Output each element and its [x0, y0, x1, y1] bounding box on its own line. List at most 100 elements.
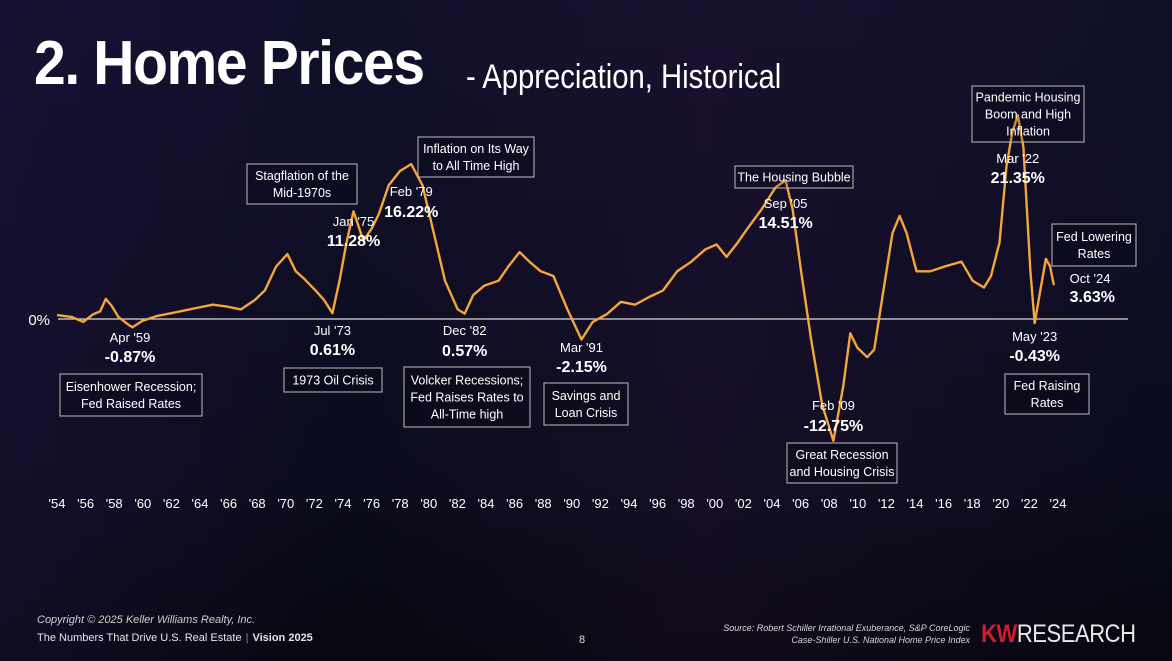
annotation-note-text: Fed Raising: [1014, 379, 1081, 393]
x-tick-label: '54: [49, 496, 66, 511]
source-note: Source: Robert Schiller Irrational Exube…: [723, 622, 970, 646]
x-tick-label: '12: [878, 496, 895, 511]
annotation-date: Dec '82: [443, 323, 487, 338]
x-tick-label: '72: [306, 496, 323, 511]
annotation-note-box: [543, 382, 629, 426]
x-tick-label: '88: [535, 496, 552, 511]
annotation-note-box: [283, 367, 383, 393]
annotation-note-text: Great Recession: [795, 448, 888, 462]
x-tick-label: '24: [1050, 496, 1067, 511]
annotation-date: Mar '22: [996, 151, 1039, 166]
event-box-text: Rates: [1078, 247, 1111, 261]
annotation-note-text: Rates: [1031, 396, 1064, 410]
event-box: [1051, 223, 1137, 267]
x-tick-label: '00: [706, 496, 723, 511]
annotation-note-text: and Housing Crisis: [790, 465, 895, 479]
event-box: [417, 136, 535, 178]
event-box-text: Mid-1970s: [273, 186, 331, 200]
x-tick-label: '22: [1021, 496, 1038, 511]
annotation-date: Mar '91: [560, 340, 603, 355]
annotation-value: -12.75%: [804, 418, 864, 435]
x-tick-label: '98: [678, 496, 695, 511]
x-tick-label: '66: [220, 496, 237, 511]
title-subtitle: - Appreciation, Historical: [466, 58, 782, 96]
event-box-text: The Housing Bubble: [737, 171, 850, 185]
annotation-value: 0.61%: [310, 342, 355, 359]
x-tick-label: '56: [77, 496, 94, 511]
event-box-text: to All Time High: [433, 159, 520, 173]
x-tick-label: '58: [106, 496, 123, 511]
event-box-text: Inflation: [1006, 125, 1050, 139]
annotation-note-box: [403, 366, 531, 428]
appreciation-series-line: [56, 113, 1055, 442]
event-box: [246, 163, 358, 205]
annotation-value: -0.87%: [105, 349, 156, 366]
x-tick-label: '02: [735, 496, 752, 511]
annotation-value: 11.28%: [327, 233, 380, 250]
annotation-date: Oct '24: [1070, 271, 1111, 286]
footer-separator: |: [245, 632, 249, 644]
annotation-note-text: Loan Crisis: [555, 406, 618, 420]
event-box-text: Stagflation of the: [255, 169, 349, 183]
tagline: The Numbers That Drive U.S. Real Estate: [37, 632, 242, 644]
x-tick-label: '68: [249, 496, 266, 511]
kw-research-logo: KWRESEARCH: [981, 620, 1136, 649]
x-tick-label: '76: [363, 496, 380, 511]
x-tick-label: '94: [621, 496, 638, 511]
x-tick-label: '60: [134, 496, 151, 511]
annotation-note-text: Fed Raises Rates to: [410, 391, 523, 405]
event-box: [971, 85, 1085, 143]
x-tick-label: '90: [563, 496, 580, 511]
annotation-note-box: [786, 442, 898, 484]
annotation-date: Jan '75: [333, 214, 375, 229]
source-line-2: Case-Shiller U.S. National Home Price In…: [791, 635, 970, 645]
logo-research: RESEARCH: [1017, 620, 1136, 648]
annotation-date: Feb '79: [390, 184, 433, 199]
annotation-value: -2.15%: [556, 359, 607, 376]
x-tick-label: '62: [163, 496, 180, 511]
source-line-1: Source: Robert Schiller Irrational Exube…: [723, 623, 970, 633]
annotation-value: 0.57%: [442, 343, 487, 360]
footer-tagline-row: The Numbers That Drive U.S. Real Estate |…: [37, 629, 313, 647]
annotation-note-text: All-Time high: [431, 408, 504, 422]
event-box-text: Pandemic Housing: [976, 91, 1081, 105]
x-tick-label: '78: [392, 496, 409, 511]
annotation-date: Jul '73: [314, 323, 351, 338]
footer-left: Copyright © 2025 Keller Williams Realty,…: [37, 611, 313, 647]
x-tick-label: '80: [420, 496, 437, 511]
annotation-note-box: [59, 373, 203, 417]
x-tick-label: '16: [935, 496, 952, 511]
x-tick-label: '04: [764, 496, 781, 511]
zero-label: 0%: [28, 312, 50, 329]
copyright: Copyright © 2025 Keller Williams Realty,…: [37, 614, 256, 626]
logo-kw: KW: [981, 620, 1018, 648]
x-tick-label: '86: [506, 496, 523, 511]
x-tick-label: '92: [592, 496, 609, 511]
annotation-note-text: Volcker Recessions;: [411, 374, 524, 388]
annotation-note-text: 1973 Oil Crisis: [292, 374, 373, 388]
annotation-note-text: Fed Raised Rates: [81, 397, 181, 411]
annotation-value: 3.63%: [1070, 289, 1115, 306]
x-tick-label: '08: [821, 496, 838, 511]
x-tick-label: '20: [992, 496, 1009, 511]
annotation-date: Sep '05: [764, 196, 808, 211]
x-tick-label: '06: [792, 496, 809, 511]
event-box: [734, 165, 854, 189]
slide-title: 2. Home Prices - Appreciation, Historica…: [34, 28, 781, 99]
x-tick-label: '18: [964, 496, 981, 511]
annotation-date: May '23: [1012, 329, 1057, 344]
x-tick-label: '70: [277, 496, 294, 511]
annotation-value: 14.51%: [758, 215, 812, 232]
annotation-note-box: [1004, 373, 1090, 415]
title-main: 2. Home Prices: [34, 29, 425, 98]
x-tick-label: '74: [335, 496, 352, 511]
x-tick-label: '84: [478, 496, 495, 511]
annotation-value: -0.43%: [1009, 348, 1060, 365]
x-tick-label: '14: [907, 496, 924, 511]
event-box-text: Fed Lowering: [1056, 230, 1132, 244]
page-number: 8: [579, 634, 586, 646]
annotation-date: Apr '59: [110, 330, 151, 345]
event-box-text: Boom and High: [985, 108, 1071, 122]
annotation-note-text: Savings and: [552, 389, 621, 403]
